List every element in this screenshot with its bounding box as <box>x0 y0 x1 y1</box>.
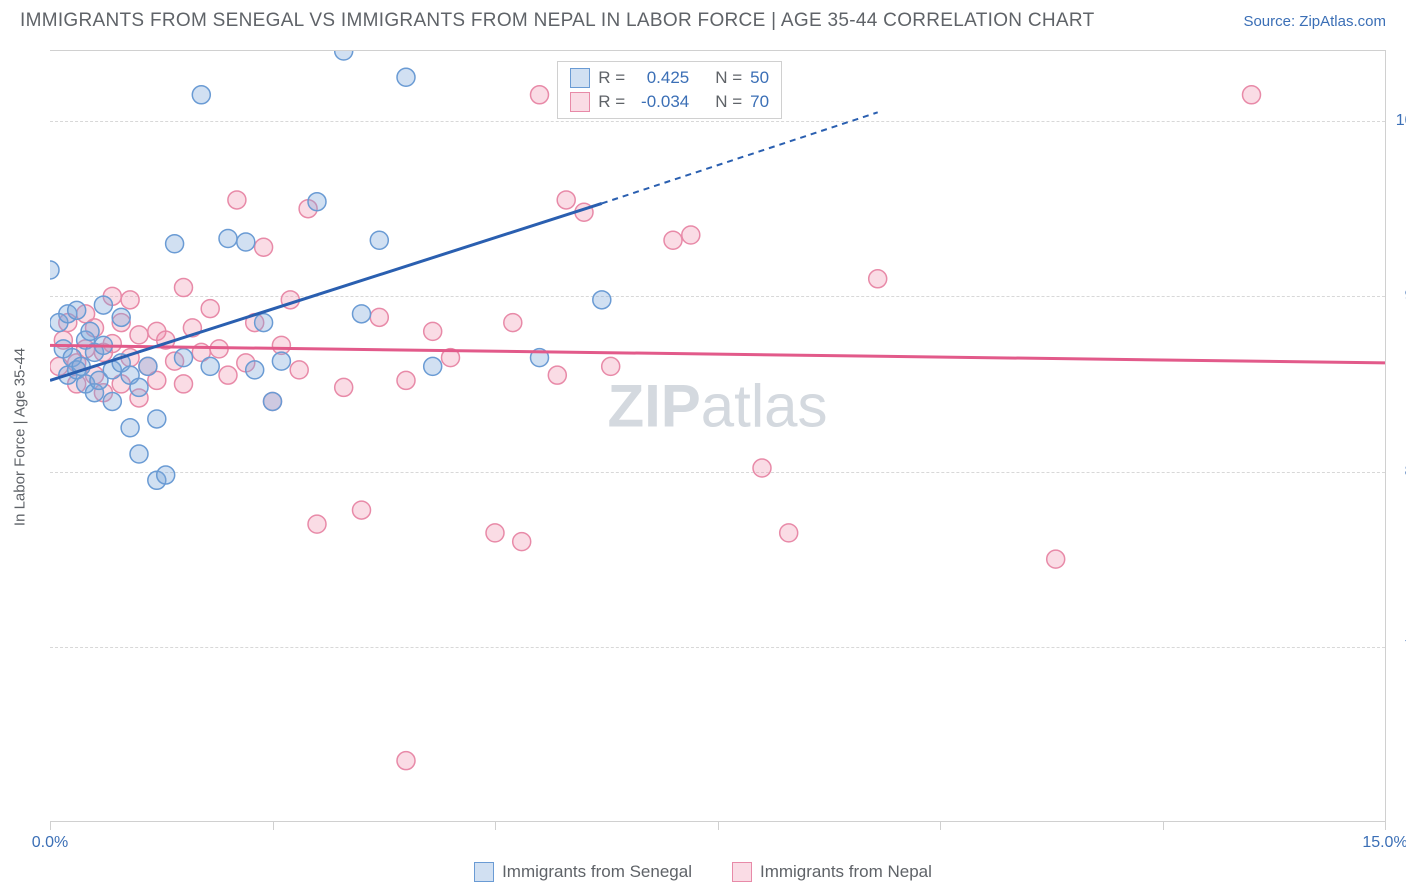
y-tick-label: 80.0% <box>1395 463 1406 481</box>
n-value-2: 70 <box>750 92 769 112</box>
data-point <box>166 235 184 253</box>
plot-area: ZIPatlas 70.0%80.0%90.0%100.0% <box>50 51 1385 822</box>
x-tick <box>273 822 274 830</box>
data-point <box>148 410 166 428</box>
x-tick <box>1385 822 1386 830</box>
data-point <box>335 378 353 396</box>
x-tick <box>495 822 496 830</box>
data-point <box>397 371 415 389</box>
data-point <box>201 357 219 375</box>
data-point <box>81 322 99 340</box>
data-point <box>397 68 415 86</box>
data-point <box>682 226 700 244</box>
data-point <box>237 233 255 251</box>
data-point <box>175 375 193 393</box>
data-point <box>103 392 121 410</box>
data-point <box>504 314 522 332</box>
x-tick <box>50 822 51 830</box>
data-point <box>192 86 210 104</box>
y-axis-label: In Labor Force | Age 35-44 <box>12 347 29 525</box>
data-point <box>228 191 246 209</box>
data-point <box>255 314 273 332</box>
data-point <box>370 231 388 249</box>
data-point <box>246 361 264 379</box>
data-point <box>112 308 130 326</box>
data-point <box>335 51 353 60</box>
data-point <box>94 296 112 314</box>
data-point <box>424 357 442 375</box>
data-point <box>201 300 219 318</box>
data-point <box>353 305 371 323</box>
y-tick-label: 70.0% <box>1395 638 1406 656</box>
data-point <box>424 322 442 340</box>
y-tick-label: 100.0% <box>1395 112 1406 130</box>
x-tick <box>1163 822 1164 830</box>
data-point <box>753 459 771 477</box>
legend-item-senegal: Immigrants from Senegal <box>474 862 692 882</box>
data-point <box>68 301 86 319</box>
correlation-chart: In Labor Force | Age 35-44 ZIPatlas 70.0… <box>50 50 1386 822</box>
scatter-svg <box>50 51 1385 822</box>
data-point <box>130 445 148 463</box>
data-point <box>121 291 139 309</box>
data-point <box>486 524 504 542</box>
swatch-senegal <box>570 68 590 88</box>
x-tick-label: 15.0% <box>1362 834 1406 852</box>
legend-label-senegal: Immigrants from Senegal <box>502 862 692 882</box>
data-point <box>353 501 371 519</box>
data-point <box>290 361 308 379</box>
x-tick-label: 0.0% <box>32 834 68 852</box>
data-point <box>1243 86 1261 104</box>
data-point <box>175 349 193 367</box>
data-point <box>1047 550 1065 568</box>
data-point <box>370 308 388 326</box>
data-point <box>780 524 798 542</box>
data-point <box>557 191 575 209</box>
r-value-1: 0.425 <box>633 68 689 88</box>
x-tick <box>718 822 719 830</box>
source-label: Source: ZipAtlas.com <box>1243 13 1386 30</box>
header: IMMIGRANTS FROM SENEGAL VS IMMIGRANTS FR… <box>0 0 1406 36</box>
swatch-nepal-icon <box>732 862 752 882</box>
y-tick-label: 90.0% <box>1395 287 1406 305</box>
legend-series: Immigrants from Senegal Immigrants from … <box>0 862 1406 882</box>
data-point <box>121 419 139 437</box>
data-point <box>602 357 620 375</box>
data-point <box>175 279 193 297</box>
data-point <box>264 392 282 410</box>
data-point <box>513 533 531 551</box>
trend-line <box>602 112 878 203</box>
data-point <box>664 231 682 249</box>
data-point <box>139 357 157 375</box>
data-point <box>219 366 237 384</box>
data-point <box>50 261 59 279</box>
data-point <box>593 291 611 309</box>
data-point <box>869 270 887 288</box>
legend-item-nepal: Immigrants from Nepal <box>732 862 932 882</box>
legend-stats-row-1: R = 0.425 N = 50 <box>570 66 769 90</box>
data-point <box>130 378 148 396</box>
legend-label-nepal: Immigrants from Nepal <box>760 862 932 882</box>
x-tick <box>940 822 941 830</box>
data-point <box>272 352 290 370</box>
r-value-2: -0.034 <box>633 92 689 112</box>
legend-stats-row-2: R = -0.034 N = 70 <box>570 90 769 114</box>
n-value-1: 50 <box>750 68 769 88</box>
data-point <box>531 86 549 104</box>
swatch-nepal <box>570 92 590 112</box>
data-point <box>308 515 326 533</box>
data-point <box>397 752 415 770</box>
data-point <box>219 229 237 247</box>
page-title: IMMIGRANTS FROM SENEGAL VS IMMIGRANTS FR… <box>20 10 1094 32</box>
legend-stats: R = 0.425 N = 50 R = -0.034 N = 70 <box>557 61 782 119</box>
data-point <box>255 238 273 256</box>
data-point <box>548 366 566 384</box>
data-point <box>130 326 148 344</box>
data-point <box>157 466 175 484</box>
data-point <box>308 193 326 211</box>
swatch-senegal-icon <box>474 862 494 882</box>
